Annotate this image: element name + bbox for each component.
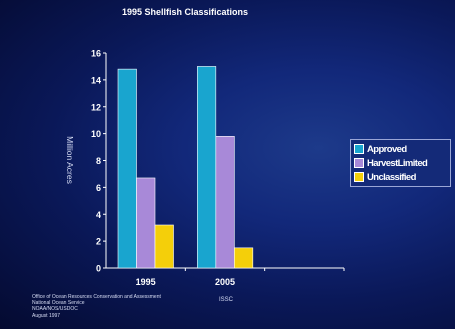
y-tick-label: 4 [96,210,101,220]
x-tick-label: 2005 [215,277,235,287]
legend-label-unclassified: Unclassified [367,171,416,183]
credit-block: Office of Ocean Resources Conservation a… [32,294,161,319]
y-tick-label: 14 [91,75,101,85]
legend-swatch-unclassified [354,172,364,182]
bar-unclassified-2005 [234,247,254,269]
legend-label-harvest-limited: HarvestLimited [367,157,428,169]
chart-title: 1995 Shellfish Classifications [122,7,248,17]
credit-line: August 1997 [32,312,61,319]
x-tick-label: 1995 [136,277,156,287]
credit-line: NOAA/NOS/USDOC [32,306,78,313]
bar-harvestlimited-1995 [136,177,156,269]
legend-item-unclassified: Unclassified [354,170,447,184]
y-tick-label: 10 [91,129,101,139]
credit-line: Office of Ocean Resources Conservation a… [32,294,161,300]
y-tick-label: 0 [96,264,101,274]
bar-harvestlimited-2005 [215,136,235,269]
credit-line: National Ocean Service [32,300,85,307]
y-tick-label: 16 [91,49,101,59]
legend-item-approved: Approved [354,142,447,156]
plot-area: 0 2 4 6 8 10 12 14 16 1995 2005 [91,49,345,287]
legend-swatch-approved [354,144,364,154]
y-tick-label: 12 [91,102,101,112]
y-tick-label: 8 [96,156,101,166]
bar-approved-1995 [117,68,137,269]
legend-swatch-harvest-limited [354,158,364,168]
legend-item-harvest-limited: HarvestLimited [354,156,447,170]
bar-unclassified-1995 [154,224,174,269]
bar-approved-2005 [197,66,217,269]
y-axis-label: Million Acres [65,136,75,184]
y-tick-label: 2 [96,237,101,247]
issc-label: ISSC [219,297,234,303]
legend: Approved HarvestLimited Unclassified [350,139,451,187]
y-tick-label: 6 [96,183,101,193]
legend-label-approved: Approved [367,143,407,155]
